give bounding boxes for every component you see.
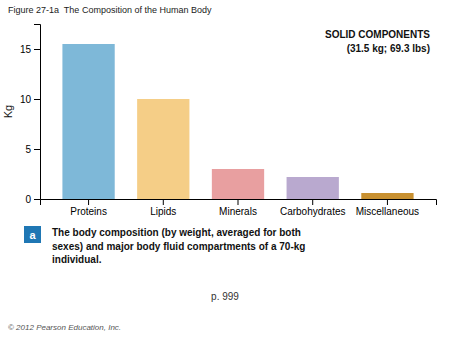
x-tick-mark xyxy=(238,199,239,205)
x-tick: Minerals xyxy=(219,199,257,217)
bar xyxy=(62,44,114,199)
y-tick-mark xyxy=(34,199,40,200)
y-tick: 5 xyxy=(25,144,40,155)
x-tick: Lipids xyxy=(150,199,176,217)
bar xyxy=(137,99,189,199)
bar xyxy=(212,169,264,199)
x-tick-label: Carbohydrates xyxy=(280,206,346,217)
bar xyxy=(287,177,339,199)
x-tick-label: Minerals xyxy=(219,206,257,217)
x-axis-line xyxy=(41,200,437,206)
y-tick-mark xyxy=(34,49,40,50)
x-axis: Proteins Lipids Minerals Carbohydrates Misce… xyxy=(41,199,437,217)
y-axis-label: Kg xyxy=(2,105,14,118)
y-tick-label: 10 xyxy=(20,94,32,105)
y-tick-label: 0 xyxy=(25,194,31,205)
x-tick: Carbohydrates xyxy=(280,199,346,217)
x-tick-label: Lipids xyxy=(150,206,176,217)
y-tick: 0 xyxy=(25,194,40,205)
x-tick-label: Miscellaneous xyxy=(356,206,419,217)
copyright: © 2012 Pearson Education, Inc. xyxy=(8,323,121,332)
x-tick-label: Proteins xyxy=(70,206,107,217)
chart: Figure 27-1a The Composition of the Huma… xyxy=(0,0,450,338)
y-tick-mark xyxy=(34,99,40,100)
x-tick: Miscellaneous xyxy=(356,199,419,217)
y-tick: 10 xyxy=(20,94,40,105)
x-tick-mark xyxy=(312,199,313,205)
caption: The body composition (by weight, average… xyxy=(52,227,305,265)
x-tick-mark xyxy=(387,199,388,205)
x-tick-mark xyxy=(163,199,164,205)
x-tick: Proteins xyxy=(70,199,107,217)
y-tick-mark xyxy=(34,149,40,150)
y-axis: 0 5 10 15 xyxy=(20,25,41,205)
y-axis-line xyxy=(34,25,41,200)
title: Figure 27-1a The Composition of the Huma… xyxy=(8,5,212,15)
bar xyxy=(361,193,413,199)
caption-label-box xyxy=(24,226,41,243)
y-tick-label: 15 xyxy=(20,44,32,55)
caption-label: a xyxy=(29,229,36,241)
annotation: SOLID COMPONENTS xyxy=(325,29,430,40)
y-tick: 15 xyxy=(20,44,40,55)
bars xyxy=(62,44,413,199)
plot: 0 5 10 15 Proteins Lipids Minerals Carbohydrate… xyxy=(2,25,437,218)
page-ref: p. 999 xyxy=(211,291,239,302)
annotation: (31.5 kg; 69.3 lbs) xyxy=(347,43,430,54)
x-tick-mark xyxy=(88,199,89,205)
y-tick-label: 5 xyxy=(25,144,31,155)
